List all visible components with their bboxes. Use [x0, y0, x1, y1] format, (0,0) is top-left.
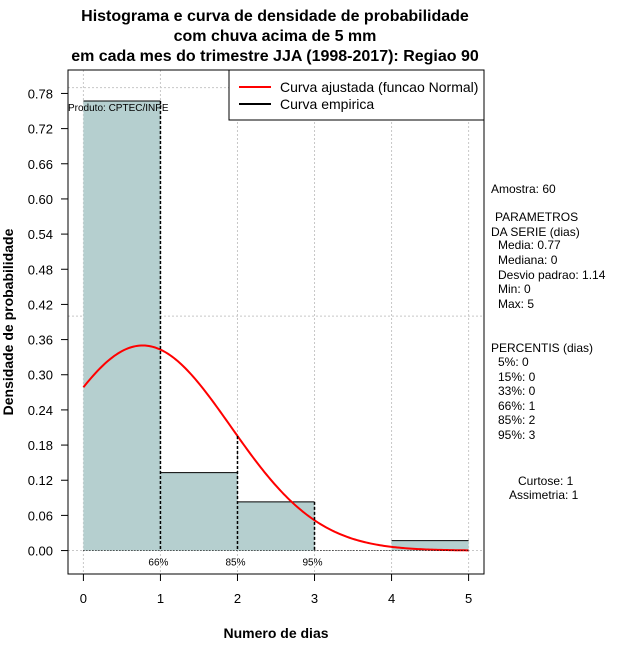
y-tick-label-5: 0.30 — [28, 368, 53, 383]
percentile-label-0: 66% — [148, 558, 168, 569]
y-tick-label-1: 0.06 — [28, 508, 53, 523]
y-tick-label-11: 0.66 — [28, 157, 53, 172]
histogram-bar-4 — [391, 540, 469, 551]
percentile-markers: 66% 85% 95% — [83, 101, 469, 569]
stat-min: Min: 0 — [498, 282, 531, 296]
params-header-1: PARAMETROS — [495, 210, 578, 224]
chart-title-line-1: Histograma e curva de densidade de proba… — [81, 8, 469, 25]
params-header-2: DA SERIE (dias) — [491, 225, 580, 239]
legend-fitted-label: Curva ajustada (funcao Normal) — [280, 79, 478, 95]
fitted-curve-layer — [82, 344, 469, 552]
y-axis: 0.00 0.06 0.12 0.18 0.24 0.30 0.36 0.42 0.48 0.54… — [28, 86, 68, 559]
legend-empirical-label: Curva empirica — [280, 96, 374, 112]
x-axis: 0 1 2 3 4 5 — [80, 573, 472, 606]
statistics-panel: Amostra: 60 PARAMETROS DA SERIE (dias) M… — [491, 182, 606, 502]
histogram-bars — [83, 100, 469, 551]
percentile-label-2: 95% — [303, 558, 323, 569]
x-tick-label-0: 0 — [80, 591, 87, 606]
y-tick-label-0: 0.00 — [28, 544, 53, 559]
x-tick-label-5: 5 — [465, 591, 472, 606]
percentis-header: PERCENTIS (dias) — [491, 341, 593, 355]
x-axis-title: Numero de dias — [223, 625, 328, 641]
stat-desvio: Desvio padrao: 1.14 — [498, 268, 606, 282]
y-tick-label-7: 0.42 — [28, 297, 53, 312]
chart-title-line-2: com chuva acima de 5 mm — [174, 28, 377, 45]
percentile-85: 85%: 2 — [498, 413, 536, 427]
percentile-33: 33%: 0 — [498, 384, 536, 398]
y-tick-label-10: 0.60 — [28, 192, 53, 207]
chart-title-line-3: em cada mes do trimestre JJA (1998-2017)… — [71, 48, 479, 65]
sample-size: Amostra: 60 — [491, 182, 556, 196]
histogram-bar-0 — [83, 101, 161, 551]
y-tick-label-13: 0.78 — [28, 86, 53, 101]
histogram-bar-2 — [237, 501, 315, 551]
stat-assimetria: Assimetria: 1 — [509, 488, 579, 502]
y-tick-label-8: 0.48 — [28, 262, 53, 277]
fitted-normal-curve — [82, 344, 469, 552]
y-tick-label-2: 0.12 — [28, 473, 53, 488]
y-tick-label-12: 0.72 — [28, 122, 53, 137]
stat-max: Max: 5 — [498, 297, 534, 311]
x-tick-label-1: 1 — [157, 591, 164, 606]
legend: Curva ajustada (funcao Normal) Curva emp… — [228, 69, 485, 121]
stat-media: Media: 0.77 — [498, 238, 561, 252]
x-tick-label-2: 2 — [234, 591, 241, 606]
percentile-label-1: 85% — [225, 558, 245, 569]
y-tick-label-9: 0.54 — [28, 227, 53, 242]
y-tick-label-6: 0.36 — [28, 333, 53, 348]
legend-box — [228, 69, 485, 121]
source-label: Produto: CPTEC/INPE — [68, 103, 169, 114]
stat-curtose: Curtose: 1 — [518, 474, 574, 488]
percentile-95: 95%: 3 — [498, 428, 536, 442]
x-tick-label-4: 4 — [388, 591, 395, 606]
percentile-5: 5%: 0 — [498, 355, 529, 369]
percentile-66: 66%: 1 — [498, 399, 536, 413]
y-axis-title: Densidade de probabilidade — [0, 228, 16, 415]
histogram-bar-1 — [160, 472, 238, 551]
y-tick-label-3: 0.18 — [28, 438, 53, 453]
stat-mediana: Mediana: 0 — [498, 253, 558, 267]
y-tick-label-4: 0.24 — [28, 403, 53, 418]
x-tick-label-3: 3 — [311, 591, 318, 606]
percentile-15: 15%: 0 — [498, 370, 536, 384]
